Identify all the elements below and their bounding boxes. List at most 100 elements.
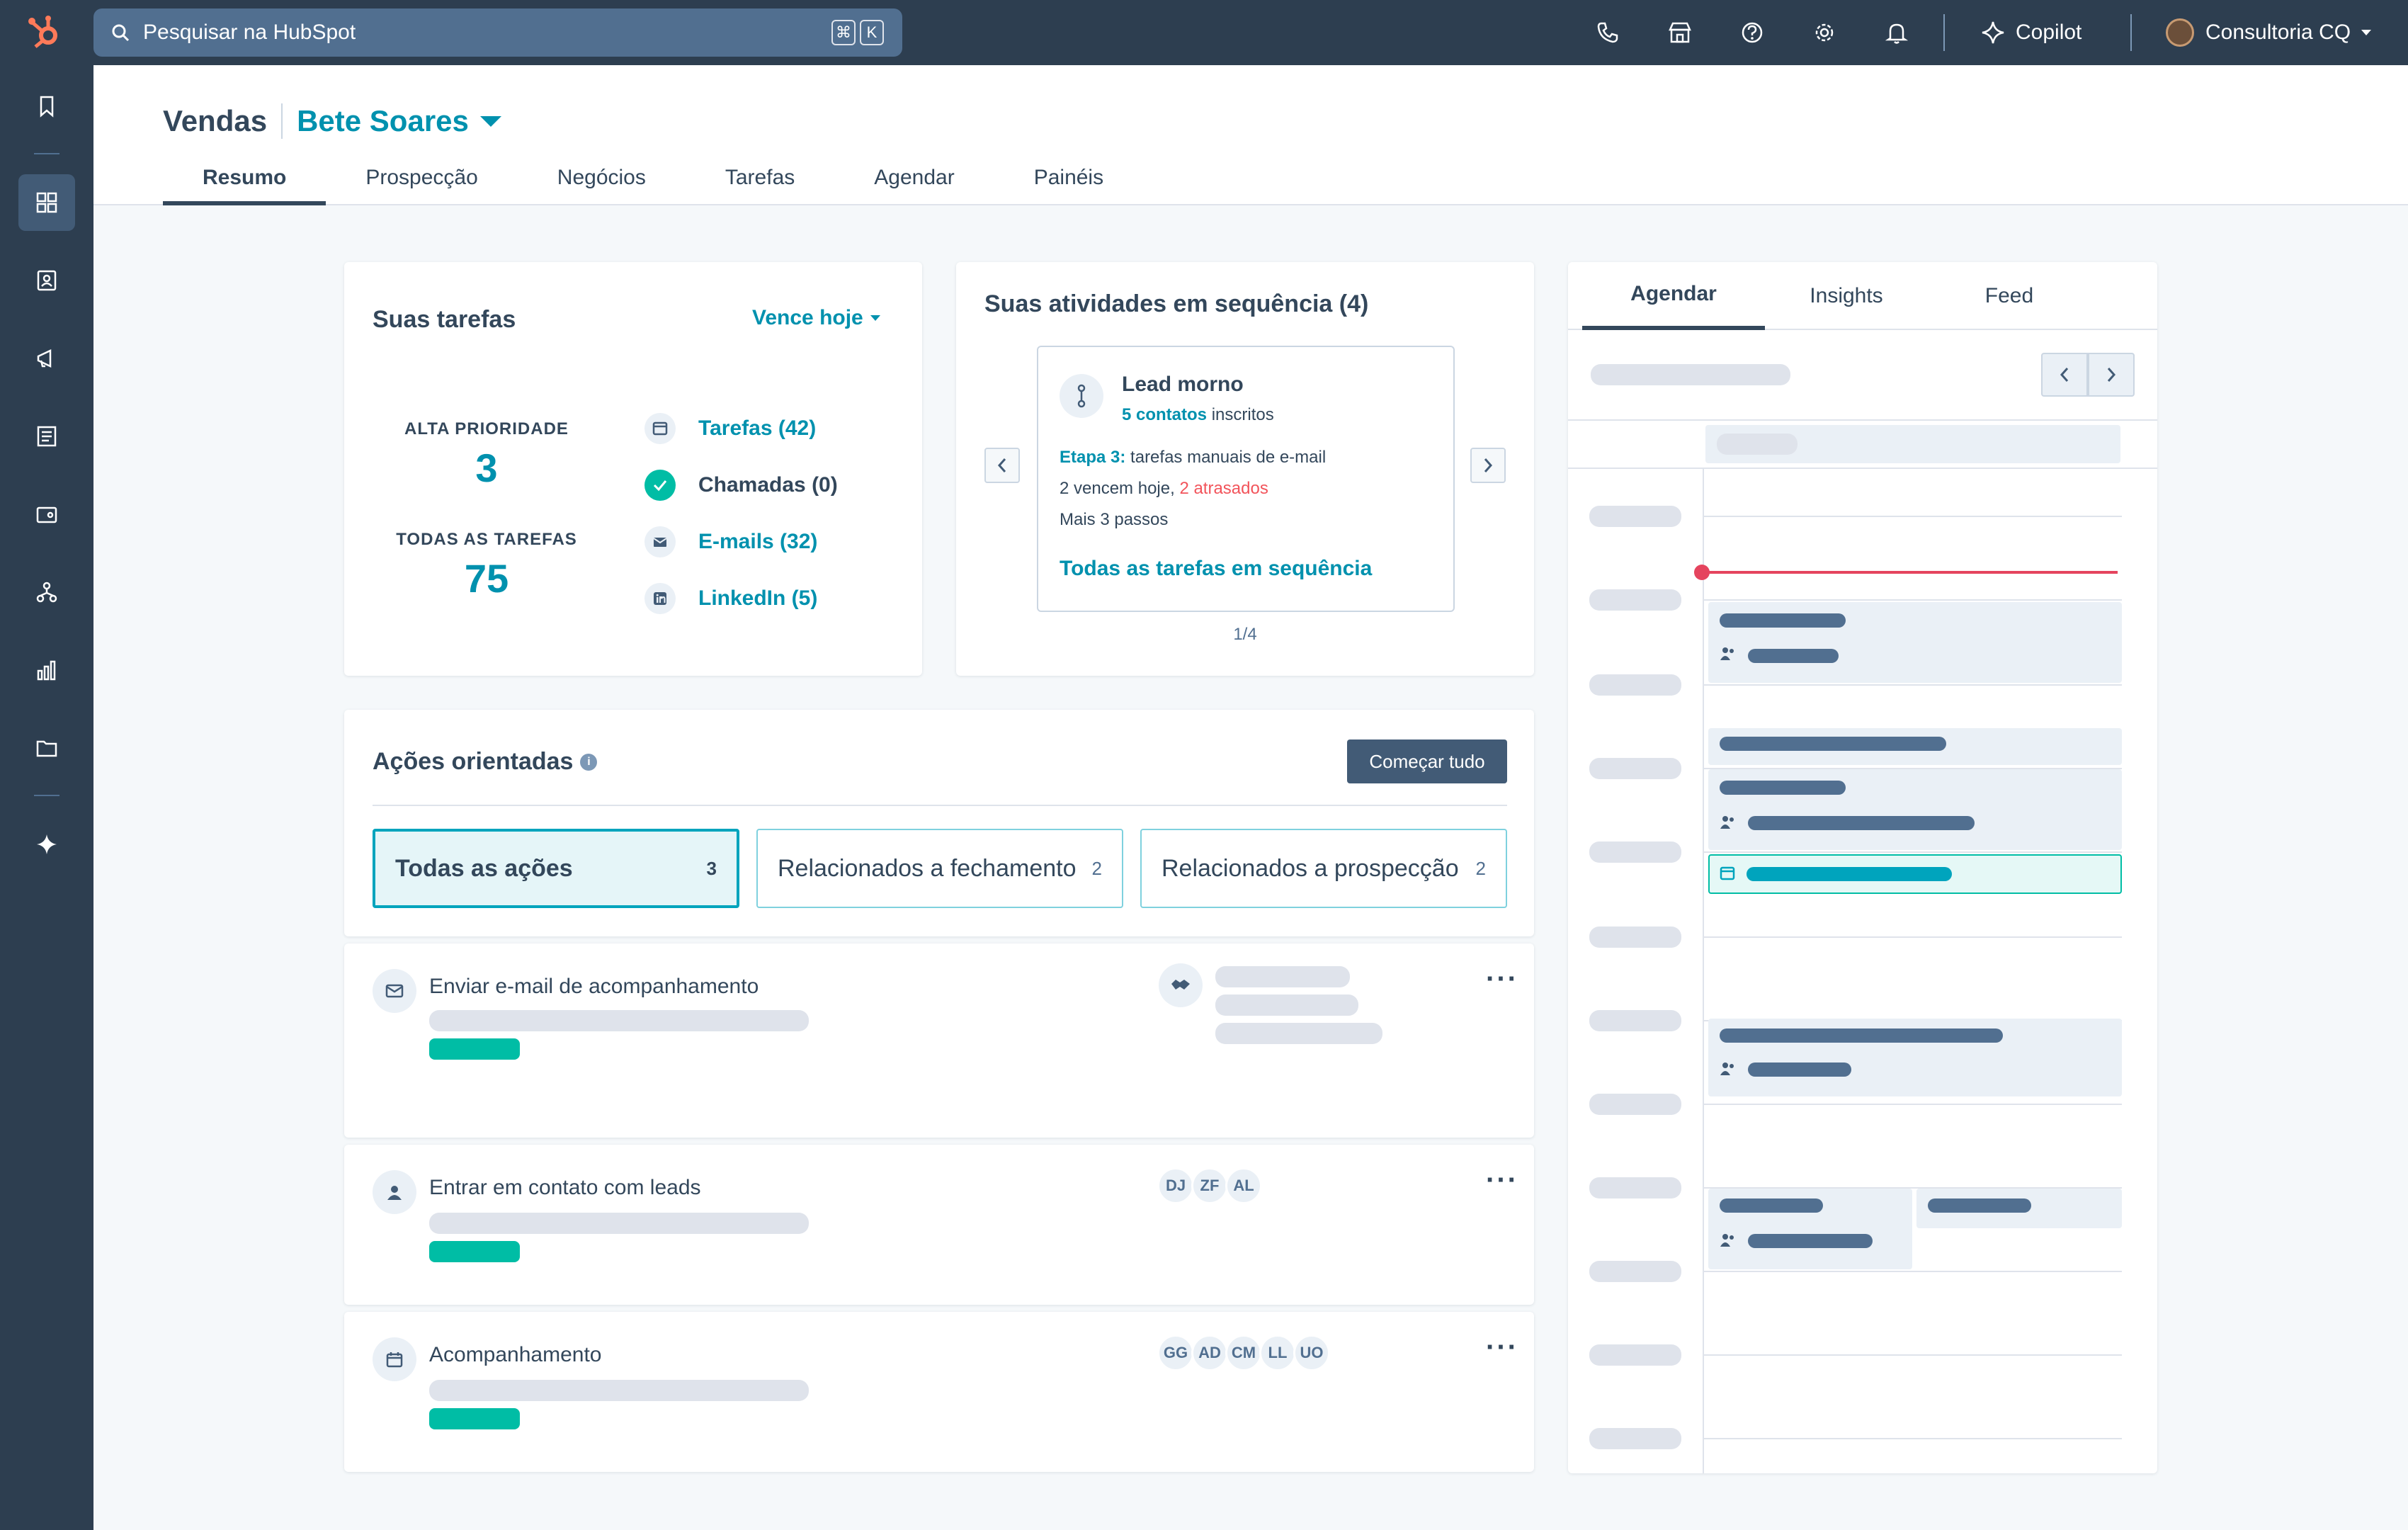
placeholder-bar (1748, 816, 1975, 830)
filter-all-actions[interactable]: Todas as ações 3 (373, 829, 739, 908)
contact-chip[interactable]: DJ (1157, 1167, 1194, 1204)
email-icon (373, 969, 416, 1013)
contact-chip[interactable]: LL (1259, 1334, 1296, 1371)
more-steps: Mais 3 passos (1060, 510, 1169, 529)
marketing-icon[interactable] (18, 330, 75, 387)
high-priority-label: ALTA PRIORIDADE (404, 419, 569, 438)
filter-label: Relacionados a fechamento (778, 854, 1077, 882)
copilot-label: Copilot (2016, 21, 2082, 44)
all-tasks-label: TODAS AS TAREFAS (396, 530, 577, 549)
time-label-placeholder (1589, 1428, 1681, 1449)
library-icon[interactable] (18, 720, 75, 776)
action-item[interactable]: Acompanhamento GG AD CM LL UO ··· (344, 1312, 1534, 1472)
hubspot-logo-icon[interactable] (25, 13, 65, 52)
hour-line (1703, 684, 2122, 686)
sidebar (0, 65, 93, 1530)
time-label-placeholder (1589, 1177, 1681, 1198)
attendees-icon (1720, 1062, 1734, 1075)
tab-prospeccao[interactable]: Prospecção (365, 166, 478, 189)
contact-chip[interactable]: CM (1225, 1334, 1262, 1371)
placeholder-bar (1215, 966, 1350, 987)
sequence-title: Suas atividades em sequência (4) (984, 290, 1369, 317)
bookmark-icon[interactable] (18, 78, 75, 135)
task-type-row[interactable]: Tarefas (42) (644, 411, 816, 446)
tab-insights[interactable]: Insights (1810, 284, 1883, 307)
hour-line (1703, 936, 2122, 938)
tab-feed[interactable]: Feed (1984, 284, 2034, 307)
tab-resumo[interactable]: Resumo (163, 150, 326, 205)
check-icon (644, 470, 676, 501)
copilot-button[interactable]: Copilot (1980, 16, 2082, 50)
all-tasks-value[interactable]: 75 (464, 556, 509, 601)
chevron-left-icon (997, 458, 1006, 472)
contacts-link[interactable]: 5 contatos (1122, 405, 1208, 424)
notifications-icon[interactable] (1880, 16, 1914, 50)
tab-agendar[interactable]: Agendar (874, 166, 955, 189)
filter-count: 2 (1475, 857, 1486, 879)
marketplace-icon[interactable] (1663, 16, 1697, 50)
action-item[interactable]: Enviar e-mail de acompanhamento ··· (344, 944, 1534, 1138)
reporting-icon[interactable] (18, 642, 75, 698)
placeholder-bar (429, 1380, 809, 1401)
user-selector[interactable]: Bete Soares (297, 104, 469, 137)
search-input[interactable]: Pesquisar na HubSpot ⌘ K (93, 8, 902, 57)
task-type-row[interactable]: E-mails (32) (644, 524, 817, 560)
task-type-label: Chamadas (0) (698, 473, 838, 497)
placeholder-bar (1717, 434, 1798, 455)
info-icon[interactable]: i (580, 753, 598, 771)
tab-negocios[interactable]: Negócios (557, 166, 646, 189)
previous-button[interactable] (984, 448, 1020, 483)
email-icon (644, 526, 676, 557)
task-type-row[interactable]: LinkedIn (5) (644, 581, 817, 616)
more-options-icon[interactable]: ··· (1486, 963, 1518, 994)
tab-agendar-panel[interactable]: Agendar (1582, 262, 1765, 330)
contact-chip[interactable]: UO (1293, 1334, 1330, 1371)
tab-paineis[interactable]: Painéis (1033, 166, 1104, 189)
tab-tarefas[interactable]: Tarefas (725, 166, 795, 189)
contacts-icon[interactable] (18, 252, 75, 309)
next-button[interactable] (1470, 448, 1506, 483)
caret-down-icon[interactable] (479, 114, 503, 128)
enrolled-text: inscritos (1211, 405, 1274, 424)
tasks-filter-dropdown[interactable]: Vence hoje (752, 306, 882, 330)
contact-chip[interactable]: AD (1191, 1334, 1228, 1371)
phone-icon[interactable] (1591, 16, 1625, 50)
task-type-row[interactable]: Chamadas (0) (644, 468, 838, 503)
contact-chip[interactable]: AL (1225, 1167, 1262, 1204)
calendar-prev-button[interactable] (2041, 353, 2088, 397)
high-priority-value[interactable]: 3 (475, 446, 498, 490)
caret-down-icon (2361, 30, 2372, 35)
filter-prospecting[interactable]: Relacionados a prospecção 2 (1140, 829, 1507, 908)
sequence-due: 2 vencem hoje, 2 atrasados (1060, 479, 1268, 499)
task-icon (644, 413, 676, 444)
sparkle-icon (1982, 21, 2004, 44)
placeholder-bar (1720, 737, 1946, 751)
calendar-next-button[interactable] (2088, 353, 2135, 397)
dashboard-icon[interactable] (18, 174, 75, 231)
placeholder-bar (1215, 1023, 1382, 1044)
account-menu[interactable]: Consultoria CQ (2166, 14, 2373, 51)
breeze-icon[interactable] (18, 816, 75, 873)
page-title: Vendas Bete Soares (163, 96, 503, 146)
shortcut-cmd-key: ⌘ (831, 20, 856, 45)
contact-chip[interactable]: ZF (1191, 1167, 1228, 1204)
filter-closing[interactable]: Relacionados a fechamento 2 (756, 829, 1123, 908)
time-label-placeholder (1589, 926, 1681, 948)
commerce-icon[interactable] (18, 486, 75, 543)
all-sequence-tasks-link[interactable]: Todas as tarefas em sequência (1060, 557, 1373, 580)
contact-chip[interactable]: GG (1157, 1334, 1194, 1371)
sequence-enrolled: 5 contatos inscritos (1122, 405, 1274, 425)
content-icon[interactable] (18, 408, 75, 465)
settings-icon[interactable] (1807, 16, 1841, 50)
automation-icon[interactable] (18, 564, 75, 620)
action-item[interactable]: Entrar em contato com leads DJ ZF AL ··· (344, 1145, 1534, 1305)
help-icon[interactable] (1735, 16, 1769, 50)
actions-title-row: Ações orientadas i (373, 748, 598, 776)
more-options-icon[interactable]: ··· (1486, 1332, 1518, 1363)
sidebar-divider (34, 795, 59, 796)
sequence-item-card[interactable]: Lead morno 5 contatos inscritos Etapa 3:… (1037, 346, 1455, 612)
more-options-icon[interactable]: ··· (1486, 1164, 1518, 1196)
start-all-button[interactable]: Começar tudo (1347, 740, 1507, 783)
sidebar-divider (34, 153, 59, 154)
hour-line (1703, 768, 2122, 769)
